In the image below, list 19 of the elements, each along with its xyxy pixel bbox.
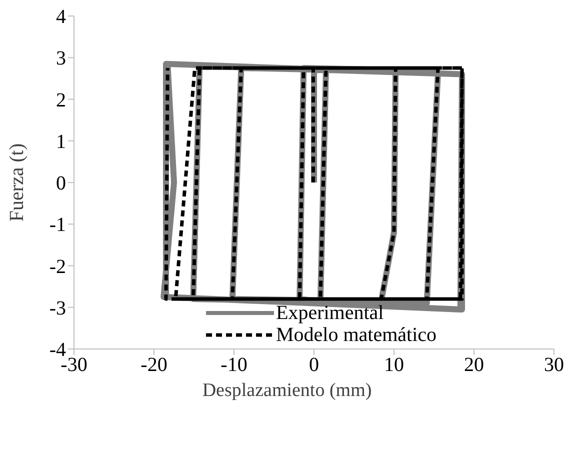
legend-label: Experimental — [276, 302, 384, 324]
y-tick-label: 0 — [56, 172, 66, 195]
y-axis-title: Fuerza (t) — [6, 143, 28, 222]
x-tick-label: 30 — [544, 354, 564, 376]
legend-label: Modelo matemático — [276, 324, 437, 346]
y-tick-label: 2 — [56, 89, 66, 112]
x-tick-label: 20 — [464, 354, 484, 376]
y-tick-label: 4 — [56, 6, 66, 28]
x-tick-label: 0 — [309, 354, 319, 376]
x-tick-label: -10 — [220, 354, 248, 376]
x-tick-label: 10 — [384, 354, 404, 376]
y-tick-label: -3 — [49, 297, 66, 320]
y-tick-label: -2 — [49, 256, 66, 278]
x-tick-label: -20 — [140, 354, 168, 376]
x-axis-title: Desplazamiento (mm) — [201, 380, 373, 402]
y-tick-label: -4 — [49, 339, 66, 362]
y-tick-label: 1 — [56, 130, 66, 153]
y-tick-label: -1 — [49, 214, 66, 236]
y-tick-label: 3 — [56, 48, 66, 70]
